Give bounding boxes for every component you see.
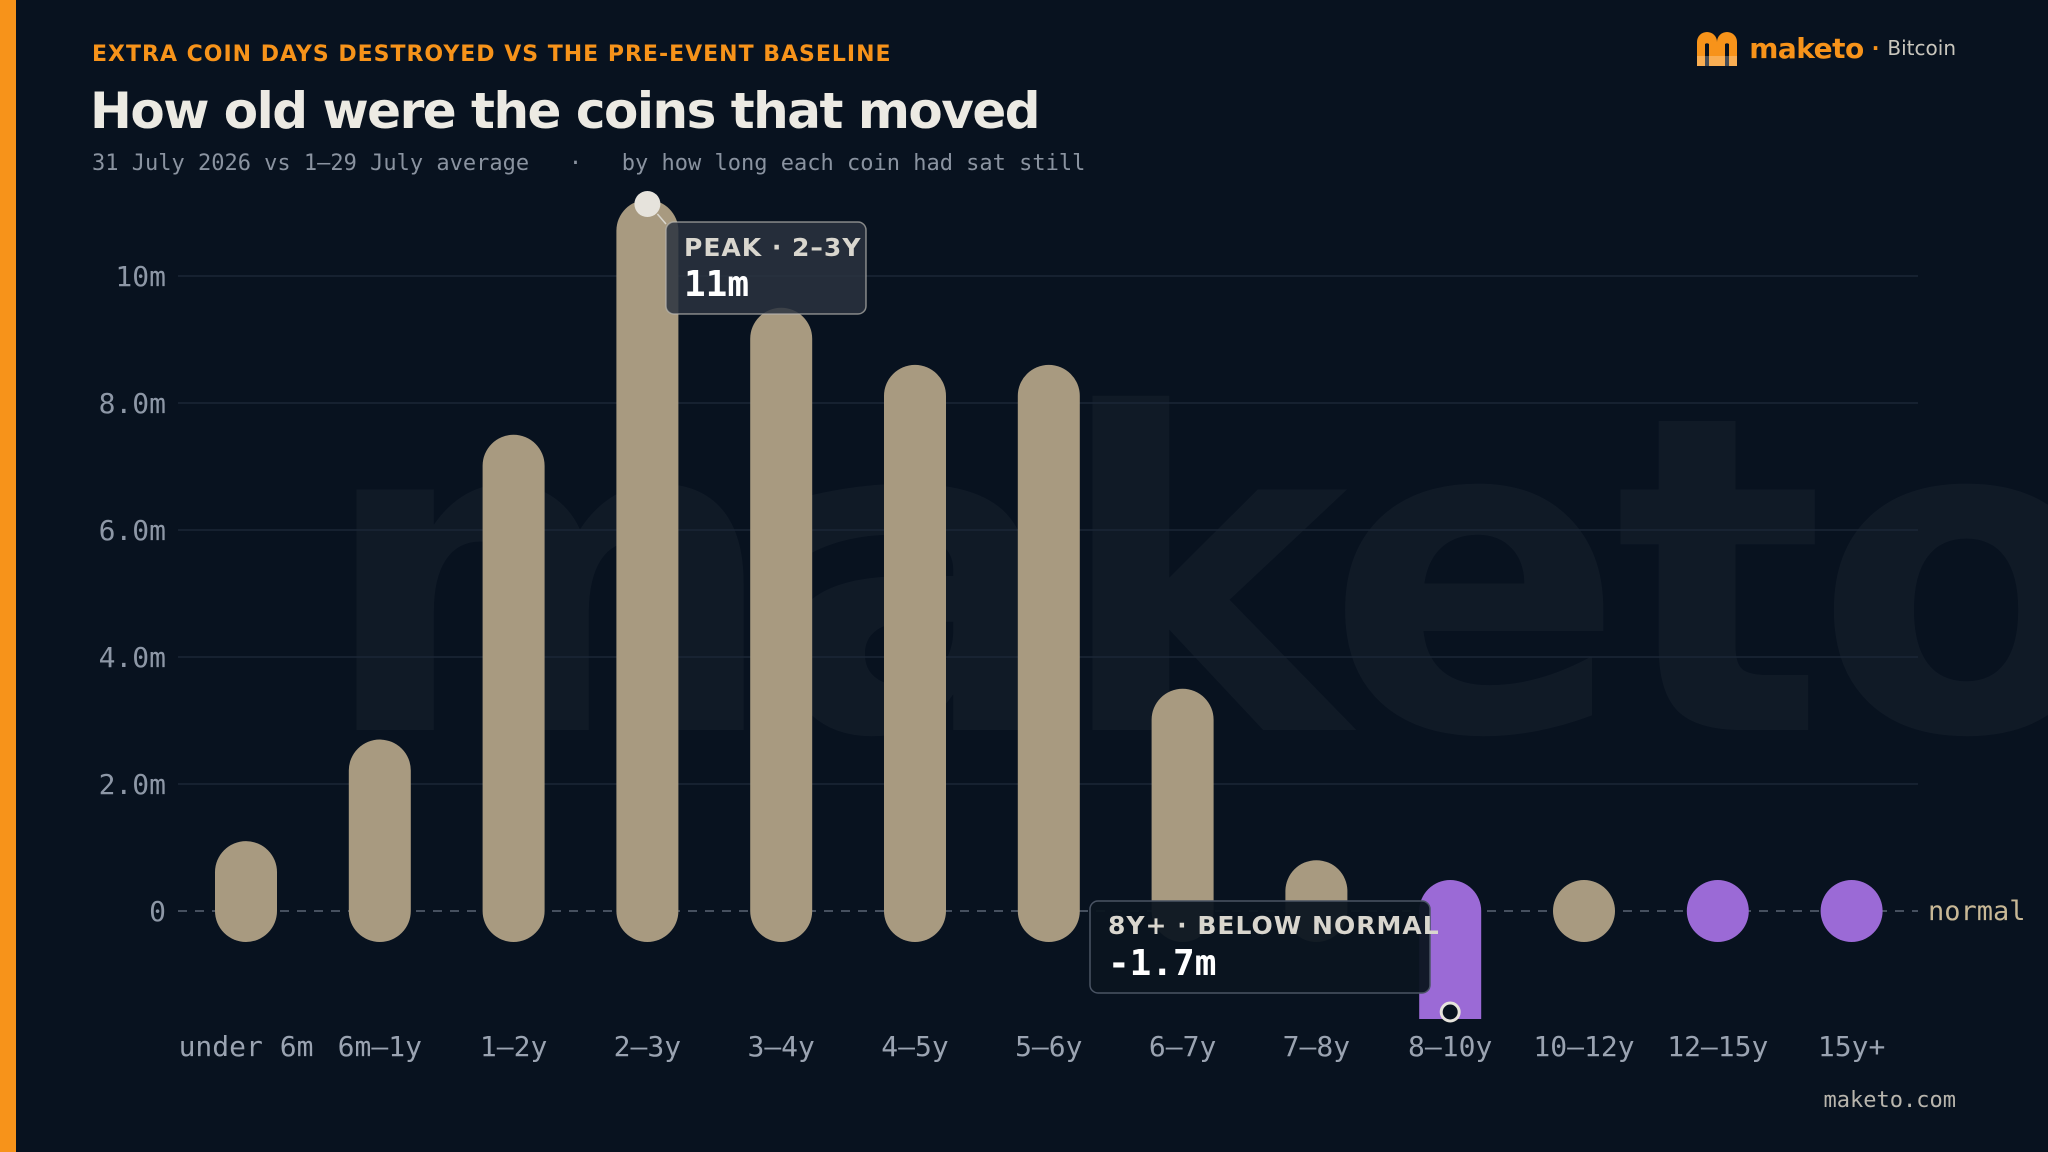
y-tick-label: 0 <box>149 895 166 928</box>
peak-callout-value: 11m <box>684 264 749 305</box>
kicker: EXTRA COIN DAYS DESTROYED VS THE PRE-EVE… <box>92 42 892 67</box>
bars <box>215 199 1883 1019</box>
bar <box>215 841 277 942</box>
bar <box>348 739 411 942</box>
x-tick-label: under 6m <box>179 1030 314 1063</box>
x-tick-label: 8–10y <box>1408 1030 1492 1063</box>
bar <box>750 307 813 942</box>
x-tick-label: 15y+ <box>1818 1030 1885 1063</box>
x-tick-label: 10–12y <box>1533 1030 1634 1063</box>
y-tick-label: 4.0m <box>99 641 166 674</box>
peak-callout: PEAK · 2–3Y 11m <box>665 221 867 315</box>
x-axis: under 6m 6m–1y 1–2y 2–3y 3–4y 4–5y 5–6y 6–7y 7–8… <box>179 1030 1886 1063</box>
accent-bar <box>0 0 16 1152</box>
bar <box>1686 880 1749 942</box>
x-tick-label: 12–15y <box>1667 1030 1768 1063</box>
below-normal-callout-title: 8Y+ · BELOW NORMAL <box>1108 911 1440 940</box>
page-title: How old were the coins that moved <box>90 82 1041 140</box>
x-tick-label: 1–2y <box>480 1030 547 1063</box>
logo-separator: · <box>1871 36 1880 60</box>
peak-leader <box>656 213 667 225</box>
bar <box>482 434 545 942</box>
subtitle: 31 July 2026 vs 1–29 July average · by h… <box>92 151 1086 176</box>
x-tick-label: 6–7y <box>1149 1030 1216 1063</box>
x-tick-label: 7–8y <box>1283 1030 1350 1063</box>
bar <box>1820 880 1883 942</box>
x-tick-label: 6m–1y <box>338 1030 422 1063</box>
footer-url: maketo.com <box>1823 1088 1956 1113</box>
y-tick-label: 6.0m <box>99 514 166 547</box>
below-normal-callout-box <box>1089 900 1431 994</box>
below-normal-callout-value: -1.7m <box>1108 943 1216 984</box>
bar <box>616 199 679 943</box>
logo-product: Bitcoin <box>1887 36 1956 60</box>
bar <box>884 364 946 942</box>
bar <box>1553 880 1615 942</box>
below-normal-marker <box>1439 1001 1461 1023</box>
x-tick-label: 5–6y <box>1015 1030 1082 1063</box>
bar <box>1151 688 1214 942</box>
y-tick-label: 10m <box>115 260 166 293</box>
x-tick-label: 2–3y <box>614 1030 681 1063</box>
y-tick-label: 2.0m <box>99 768 166 801</box>
logo: maketo · Bitcoin <box>1693 26 1956 70</box>
logo-brand: maketo <box>1749 31 1864 65</box>
below-normal-callout: 8Y+ · BELOW NORMAL -1.7m <box>1089 900 1440 994</box>
normal-label: normal <box>1928 896 2026 927</box>
y-axis: 0 2.0m 4.0m 6.0m 8.0m 10m <box>99 260 166 928</box>
peak-callout-title: PEAK · 2–3Y <box>684 233 861 262</box>
peak-marker <box>634 191 661 217</box>
bar <box>1419 880 1482 1019</box>
maketo-logo-icon <box>1697 32 1738 66</box>
x-tick-label: 3–4y <box>747 1030 814 1063</box>
peak-callout-box <box>665 221 867 315</box>
y-tick-label: 8.0m <box>99 387 166 420</box>
bar <box>1017 364 1080 943</box>
x-tick-label: 4–5y <box>881 1030 948 1063</box>
